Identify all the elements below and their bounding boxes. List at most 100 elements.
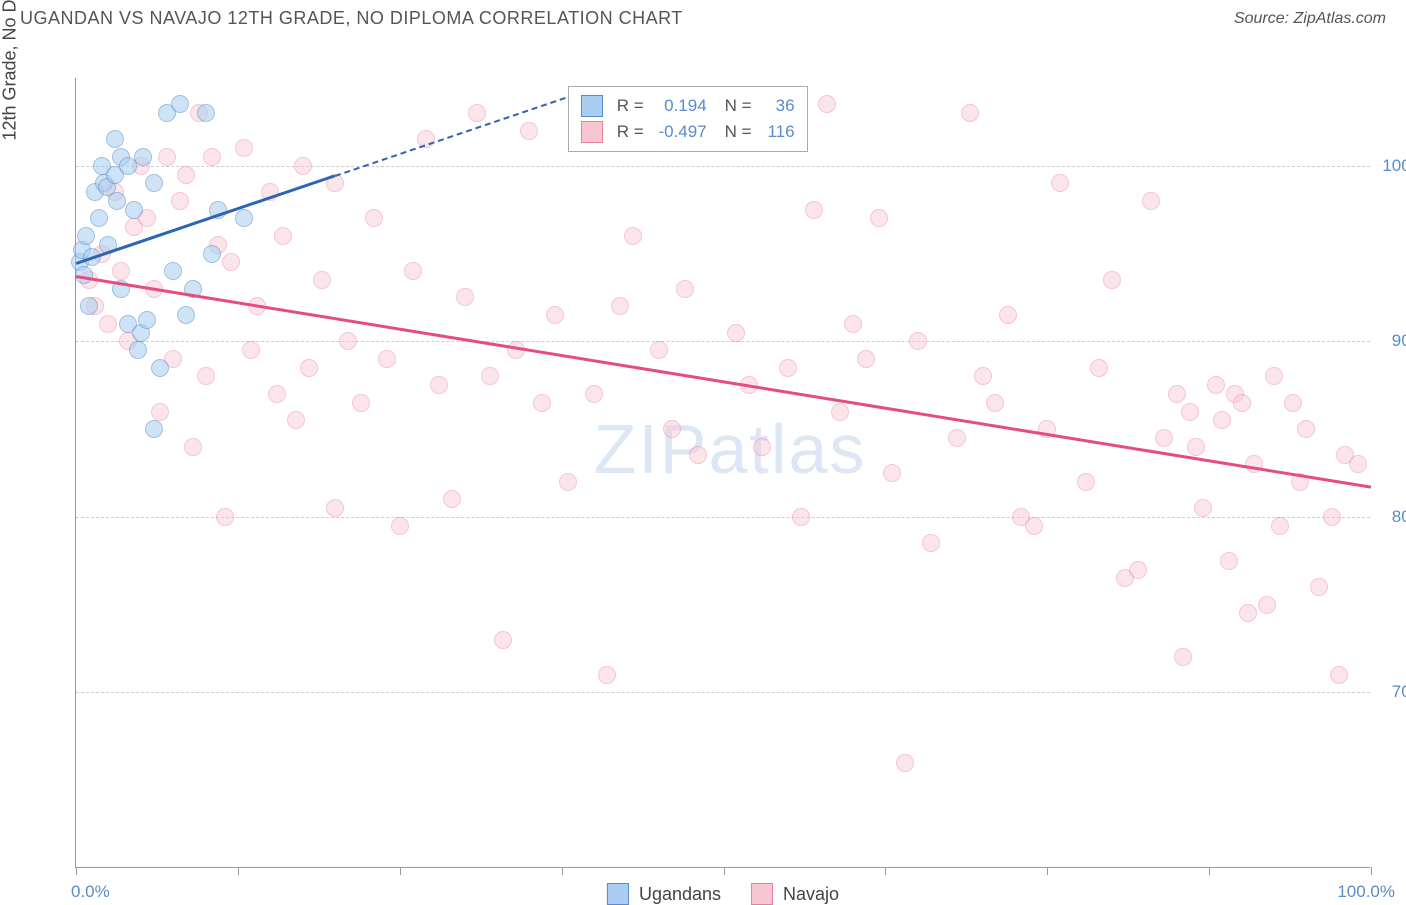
data-point	[151, 359, 169, 377]
gridline	[76, 692, 1370, 693]
data-point	[268, 385, 286, 403]
data-point	[857, 350, 875, 368]
data-point	[112, 262, 130, 280]
data-point	[611, 297, 629, 315]
data-point	[792, 508, 810, 526]
data-point	[1103, 271, 1121, 289]
data-point	[1323, 508, 1341, 526]
data-point	[1271, 517, 1289, 535]
data-point	[145, 174, 163, 192]
data-point	[177, 306, 195, 324]
data-point	[883, 464, 901, 482]
data-point	[242, 341, 260, 359]
x-tick	[724, 867, 725, 875]
data-point	[961, 104, 979, 122]
data-point	[1310, 578, 1328, 596]
n-label: N =	[725, 96, 752, 116]
data-point	[339, 332, 357, 350]
data-point	[533, 394, 551, 412]
data-point	[171, 95, 189, 113]
n-label: N =	[725, 122, 752, 142]
data-point	[1297, 420, 1315, 438]
data-point	[909, 332, 927, 350]
data-point	[1025, 517, 1043, 535]
r-label: R =	[617, 122, 644, 142]
data-point	[443, 490, 461, 508]
data-point	[352, 394, 370, 412]
data-point	[1349, 455, 1367, 473]
data-point	[1142, 192, 1160, 210]
data-point	[663, 420, 681, 438]
trend-line-dashed	[335, 87, 595, 177]
data-point	[274, 227, 292, 245]
gridline	[76, 341, 1370, 342]
data-point	[134, 148, 152, 166]
y-tick-label: 100.0%	[1382, 156, 1406, 176]
data-point	[145, 420, 163, 438]
data-point	[203, 245, 221, 263]
legend-label: Ugandans	[639, 884, 721, 905]
data-point	[468, 104, 486, 122]
data-point	[585, 385, 603, 403]
y-tick-label: 70.0%	[1392, 682, 1406, 702]
data-point	[235, 139, 253, 157]
data-point	[1213, 411, 1231, 429]
data-point	[1168, 385, 1186, 403]
data-point	[404, 262, 422, 280]
data-point	[948, 429, 966, 447]
data-point	[896, 754, 914, 772]
data-point	[1258, 596, 1276, 614]
gridline	[76, 166, 1370, 167]
data-point	[80, 297, 98, 315]
gridline	[76, 517, 1370, 518]
legend-label: Navajo	[783, 884, 839, 905]
x-tick	[1209, 867, 1210, 875]
data-point	[391, 517, 409, 535]
r-value: -0.497	[652, 122, 707, 142]
data-point	[99, 315, 117, 333]
data-point	[125, 201, 143, 219]
data-point	[184, 438, 202, 456]
r-label: R =	[617, 96, 644, 116]
data-point	[287, 411, 305, 429]
data-point	[1129, 561, 1147, 579]
data-point	[974, 367, 992, 385]
legend-item: Ugandans	[607, 883, 721, 905]
x-tick	[238, 867, 239, 875]
data-point	[1181, 403, 1199, 421]
data-point	[1245, 455, 1263, 473]
data-point	[90, 209, 108, 227]
data-point	[129, 341, 147, 359]
data-point	[326, 499, 344, 517]
data-point	[1239, 604, 1257, 622]
data-point	[650, 341, 668, 359]
data-point	[1187, 438, 1205, 456]
x-tick	[1047, 867, 1048, 875]
chart-title: UGANDAN VS NAVAJO 12TH GRADE, NO DIPLOMA…	[20, 8, 683, 29]
data-point	[1174, 648, 1192, 666]
data-point	[818, 95, 836, 113]
data-point	[430, 376, 448, 394]
data-point	[831, 403, 849, 421]
data-point	[1194, 499, 1212, 517]
data-point	[1051, 174, 1069, 192]
data-point	[106, 130, 124, 148]
data-point	[779, 359, 797, 377]
data-point	[844, 315, 862, 333]
data-point	[986, 394, 1004, 412]
x-axis-max-label: 100.0%	[1337, 882, 1395, 902]
legend-swatch	[607, 883, 629, 905]
data-point	[922, 534, 940, 552]
trend-line	[76, 275, 1371, 488]
data-point	[1077, 473, 1095, 491]
data-point	[235, 209, 253, 227]
data-point	[171, 192, 189, 210]
data-point	[999, 306, 1017, 324]
data-point	[727, 324, 745, 342]
data-point	[158, 148, 176, 166]
legend-swatch	[581, 95, 603, 117]
data-point	[559, 473, 577, 491]
stats-box: R =0.194N =36R =-0.497N =116	[568, 86, 808, 152]
data-point	[1265, 367, 1283, 385]
data-point	[481, 367, 499, 385]
